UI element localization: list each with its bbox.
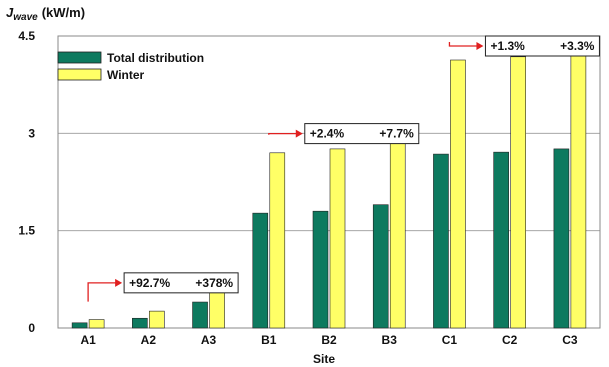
legend-label-total: Total distribution	[107, 51, 204, 65]
bar-total-C2	[493, 151, 509, 329]
annotation-text-winter-1: +7.7%	[379, 127, 414, 141]
bar-winter-C1	[450, 59, 466, 329]
x-axis-ticks: A1 A2 A3 B1 B2 B3 C1 C2 C3	[80, 333, 577, 347]
bar-total-B1	[252, 212, 269, 329]
bar-winter-B1	[269, 152, 286, 329]
legend: Total distribution Winter	[57, 51, 204, 82]
bar-winter-B3	[389, 138, 406, 329]
annotation-box-2	[484, 35, 600, 57]
bar-total-A1	[71, 322, 88, 329]
legend-label-winter: Winter	[107, 68, 145, 82]
bar-total-A3	[192, 301, 208, 329]
annotation-text-winter-0: +378%	[195, 276, 233, 290]
annotation-arrowhead-2	[476, 42, 484, 50]
y-tick-label: 3	[28, 126, 35, 140]
x-tick-label: A2	[141, 333, 157, 347]
annotation-text-total-1: +2.4%	[310, 127, 345, 141]
y-tick-label: 1.5	[18, 224, 35, 238]
bar-total-C1	[433, 153, 449, 329]
bar-winter-C2	[510, 56, 526, 329]
bar-total-B2	[312, 210, 329, 329]
x-tick-label: C3	[562, 333, 578, 347]
y-axis-title-sub: wave	[13, 12, 38, 23]
x-tick-label: A3	[201, 333, 217, 347]
bar-total-A2	[132, 317, 148, 329]
annotation-box-0	[123, 272, 239, 294]
bar-total-C3	[553, 148, 570, 329]
annotations: +92.7% +378% +2.4% +7.7% +1.3% +3.3%	[87, 35, 600, 302]
legend-swatch-total	[57, 51, 102, 64]
plot-frame	[57, 35, 601, 329]
x-tick-label: C2	[502, 333, 518, 347]
annotation-arrow-2	[448, 42, 478, 47]
annotation-box-1	[304, 123, 420, 145]
bar-winter-A2	[149, 310, 165, 329]
annotation-arrow-0	[87, 282, 117, 302]
annotation-text-winter-2: +3.3%	[560, 39, 595, 53]
annotation-arrow-1	[268, 132, 297, 135]
annotation-arrowhead-0	[115, 278, 123, 287]
annotation-text-total-2: +1.3%	[490, 39, 525, 53]
bars	[71, 52, 587, 329]
annotation-text-total-0: +92.7%	[129, 276, 170, 290]
y-axis-ticks: 0 1.5 3 4.5	[18, 29, 35, 335]
x-tick-label: B2	[321, 333, 337, 347]
y-axis-title-unit: (kW/m)	[42, 5, 85, 20]
bar-winter-A1	[88, 319, 105, 329]
x-axis-title: Site	[313, 352, 335, 366]
y-tick-label: 0	[28, 321, 35, 335]
y-tick-label: 4.5	[18, 29, 35, 43]
x-tick-label: C1	[442, 333, 458, 347]
bar-winter-C3	[570, 52, 587, 329]
legend-swatch-winter	[57, 68, 102, 81]
bar-total-B3	[372, 204, 389, 329]
bar-winter-B2	[329, 148, 346, 329]
annotation-arrowhead-1	[295, 129, 303, 138]
x-tick-label: B1	[261, 333, 277, 347]
x-tick-label: B3	[382, 333, 398, 347]
y-axis-title: Jwave (kW/m)	[6, 5, 85, 23]
x-tick-label: A1	[80, 333, 96, 347]
y-axis-title-main: J	[6, 5, 14, 20]
